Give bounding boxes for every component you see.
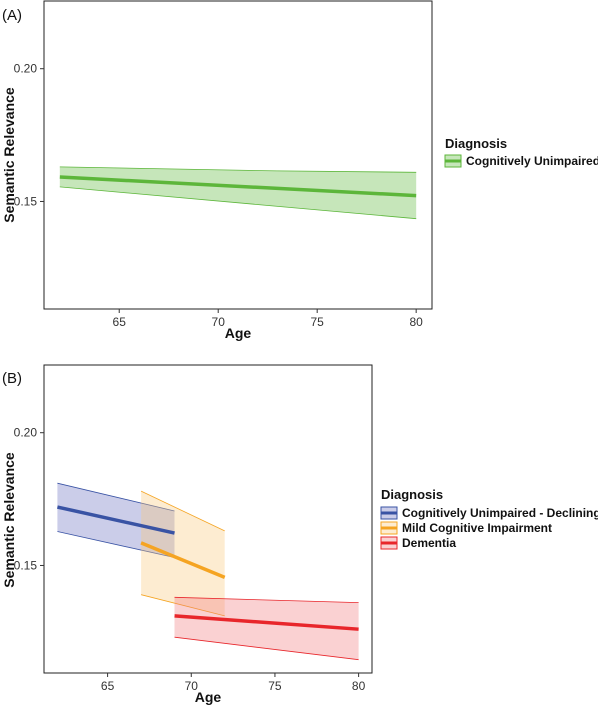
- panel-a: (A) 65 70 75 80 0.15 0.20 Age Semantic Relev…: [1, 0, 598, 341]
- panel-b-y-axis-title: Semantic Relevance: [1, 452, 17, 588]
- panel-a-ribbon-lower-edge-cognitively-unimpaired: [59, 186, 417, 220]
- panel-b-legend-label-dementia: Dementia: [402, 536, 456, 550]
- panel-a-plot-border: [43, 0, 433, 310]
- panel-a-plot: [59, 166, 417, 220]
- panel-b-legend: Diagnosis Cognitively Unimpaired - Decli…: [380, 487, 598, 550]
- panel-a-legend-label-cognitively-unimpaired: Cognitively Unimpaired: [466, 154, 598, 168]
- panel-a-ribbon-cognitively-unimpaired: [59, 166, 417, 219]
- panel-b-y-ticks: 0.15 0.20: [14, 426, 44, 572]
- panel-a-y-axis-title: Semantic Relevance: [1, 87, 17, 223]
- panel-a-x-tick-label: 75: [311, 315, 325, 329]
- panel-a-y-tick-label: 0.15: [14, 194, 38, 208]
- panel-b-y-tick-label: 0.15: [14, 558, 38, 572]
- panel-b-x-tick-label: 75: [268, 679, 282, 693]
- panel-b-ribbon-upper-edge-mild-cognitive-impairment: [140, 490, 225, 532]
- panel-a-x-tick-label: 80: [409, 315, 423, 329]
- panel-b-legend-label-mild-cognitive-impairment: Mild Cognitive Impairment: [402, 521, 552, 535]
- panel-a-label: (A): [2, 7, 22, 24]
- panel-a-x-tick-label: 65: [113, 315, 127, 329]
- panel-a-x-axis-title: Age: [225, 325, 252, 341]
- panel-b-x-axis-title: Age: [195, 689, 222, 705]
- panel-a-legend: Diagnosis Cognitively Unimpaired: [444, 136, 598, 168]
- panel-b-ribbon-upper-edge-cognitively-unimpaired-declining: [57, 482, 175, 512]
- panel-a-x-ticks: 65 70 75 80: [113, 309, 423, 329]
- panel-a-legend-items: Cognitively Unimpaired: [444, 154, 598, 168]
- panel-b-x-ticks: 65 70 75 80: [101, 673, 366, 693]
- panel-b-x-tick-label: 80: [352, 679, 366, 693]
- panel-b-ribbon-dementia: [174, 597, 359, 660]
- panel-b-ribbon-lower-edge-cognitively-unimpaired-declining: [57, 531, 175, 558]
- panel-b-ribbon-lower-edge-mild-cognitive-impairment: [141, 594, 225, 617]
- panel-b-plot-border: [43, 364, 373, 674]
- panel-a-legend-title: Diagnosis: [445, 136, 507, 151]
- panel-b-line-dementia: [174, 614, 359, 631]
- panel-b-legend-title: Diagnosis: [381, 487, 443, 502]
- panel-b-x-tick-label: 65: [101, 679, 115, 693]
- panel-b-y-tick-label: 0.20: [14, 426, 38, 440]
- panel-a-y-tick-label: 0.20: [14, 62, 38, 76]
- panel-a-y-ticks: 0.15 0.20: [14, 62, 44, 208]
- panel-b-ribbon-upper-edge-dementia: [174, 596, 359, 603]
- panel-b-x-tick-label: 70: [185, 679, 199, 693]
- panel-b: (B) 65 70 75 80 0.15 0.20 Age Semantic Relev…: [1, 364, 598, 705]
- panel-a-ribbon-upper-edge-cognitively-unimpaired: [59, 166, 417, 173]
- panel-a-line-cognitively-unimpaired: [59, 175, 417, 198]
- panel-b-ribbon-mild-cognitive-impairment: [141, 491, 225, 616]
- panel-b-legend-label-cognitively-unimpaired-declining: Cognitively Unimpaired - Declining: [402, 506, 598, 520]
- panel-b-line-mild-cognitive-impairment: [140, 541, 226, 580]
- panel-a-x-tick-label: 70: [212, 315, 226, 329]
- panel-b-label: (B): [2, 370, 22, 387]
- panel-b-ribbon-lower-edge-dementia: [174, 636, 359, 661]
- panel-b-plot: [57, 482, 359, 661]
- panel-b-line-cognitively-unimpaired-declining: [57, 505, 175, 535]
